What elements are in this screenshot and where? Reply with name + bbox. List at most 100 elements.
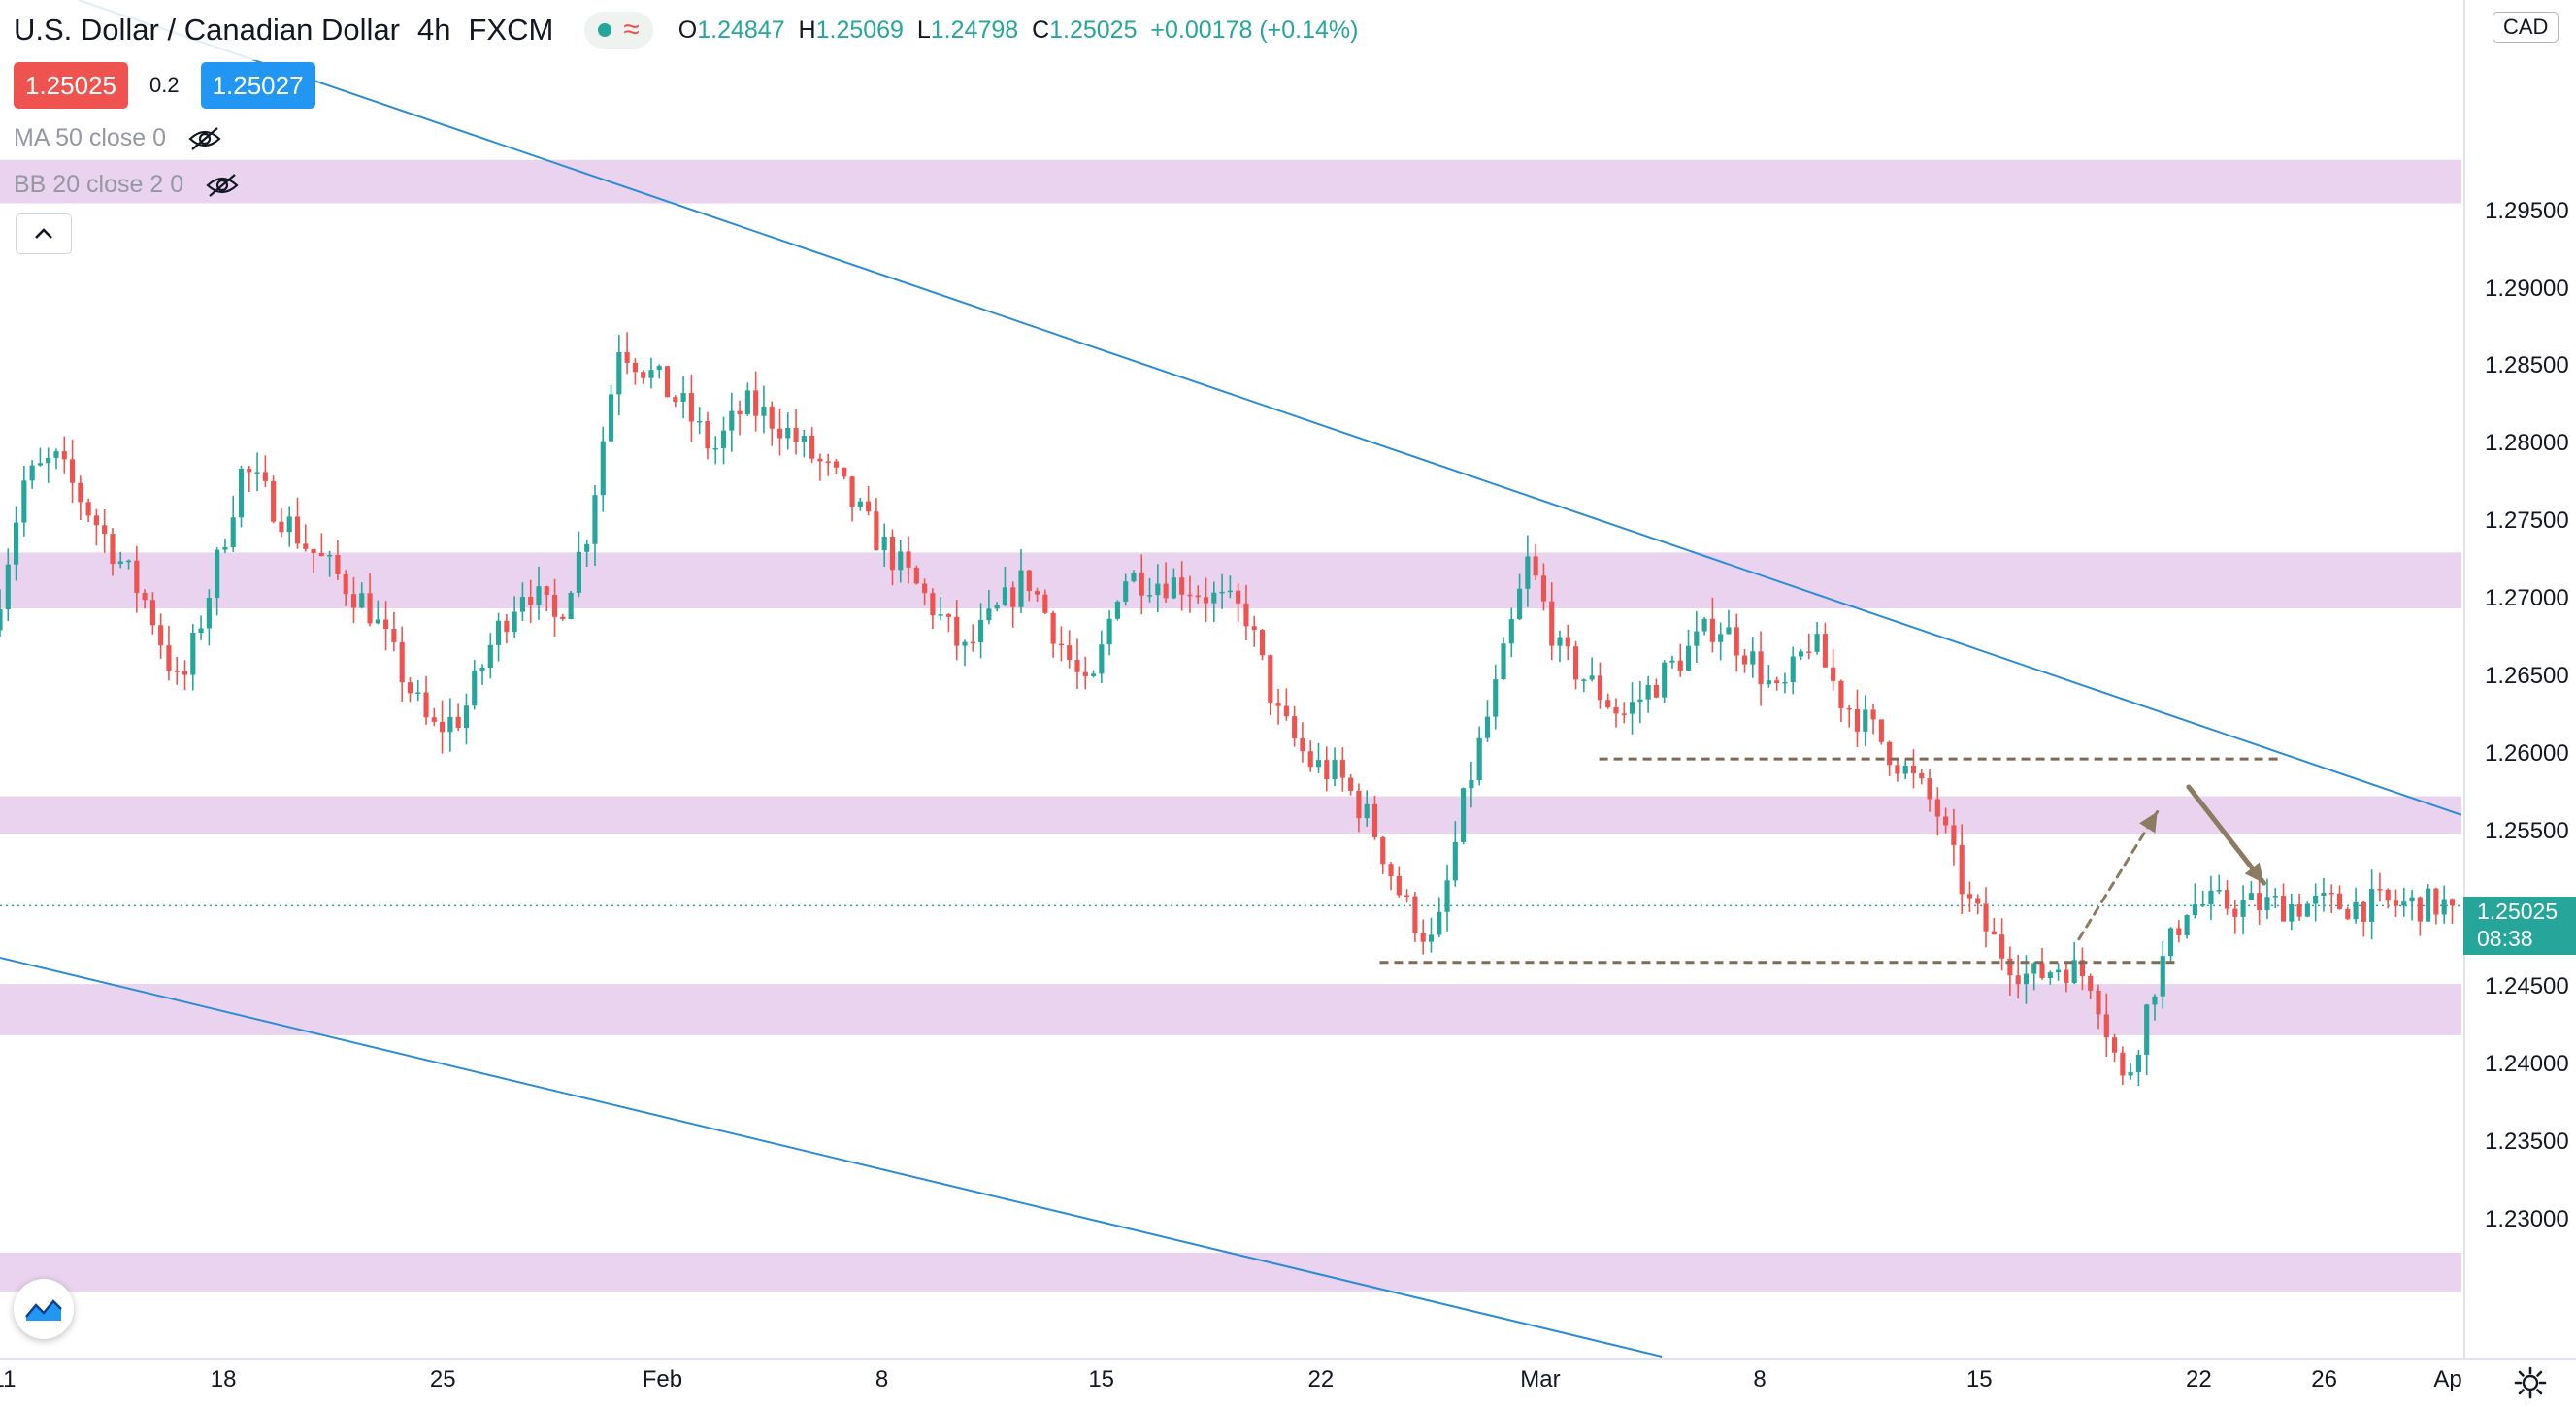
candle-body [1187, 594, 1193, 597]
candle-body [761, 406, 767, 416]
price-axis[interactable] [2463, 0, 2576, 1358]
indicator-bb-label: BB 20 close 2 0 [14, 171, 184, 198]
candle-body [1629, 702, 1635, 714]
candle-body [1211, 592, 1217, 604]
candle [2289, 894, 2295, 931]
candle [2120, 1046, 2126, 1086]
candle-body [69, 459, 76, 483]
symbol-name[interactable]: U.S. Dollar / Canadian Dollar [14, 13, 401, 47]
candle-body [271, 480, 277, 522]
candle-body [2328, 892, 2334, 895]
candle-body [2047, 972, 2053, 978]
candle-body [262, 472, 268, 481]
currency-badge[interactable]: CAD [2493, 12, 2559, 43]
candle [1887, 740, 1893, 776]
candle [1581, 678, 1587, 693]
candle [1099, 630, 1105, 683]
candle [1790, 646, 1796, 695]
candle [664, 366, 671, 398]
buy-button[interactable]: 1.25027 [200, 62, 315, 109]
candle [1863, 695, 1868, 747]
candle-body [1581, 679, 1587, 681]
candle [1854, 689, 1861, 747]
candle [978, 603, 984, 659]
candle [2128, 1063, 2133, 1080]
candle-body [1508, 619, 1514, 644]
candle [1371, 795, 1378, 840]
candle-body [1404, 895, 1410, 897]
candle [5, 548, 11, 621]
time-tick-label: 8 [1753, 1366, 1767, 1392]
candle-body [37, 463, 43, 466]
candle [769, 401, 775, 446]
candle-body [21, 480, 27, 523]
candle [359, 582, 365, 609]
candle-body [986, 608, 992, 620]
candle [78, 475, 83, 521]
candle [608, 385, 614, 443]
indicator-ma[interactable]: MA 50 close 0 [14, 124, 222, 152]
candle [13, 506, 19, 581]
market-status-pill[interactable]: ≈ [584, 12, 653, 49]
price-zone [0, 159, 2461, 204]
candle [712, 436, 718, 465]
ohlc-values: O1.24847 H1.25069 L1.24798 C1.25025 +0.0… [678, 16, 1359, 45]
eye-hidden-icon[interactable] [205, 173, 240, 198]
sell-button[interactable]: 1.25025 [14, 62, 128, 109]
candle [343, 570, 348, 606]
settings-gear-icon[interactable] [2514, 1366, 2547, 1399]
candle [1195, 585, 1201, 604]
candle [1975, 894, 1981, 915]
candle [994, 602, 1000, 612]
candle [1292, 705, 1298, 747]
candle [1067, 630, 1073, 669]
candle-body [2120, 1052, 2126, 1076]
candle-body [1155, 583, 1161, 596]
candle [697, 407, 703, 435]
candle [2192, 883, 2197, 919]
time-tick-label: 26 [2311, 1366, 2337, 1392]
candle-body [978, 619, 984, 643]
candle-body [1082, 671, 1088, 676]
candle-body [2393, 900, 2399, 906]
indicator-bb[interactable]: BB 20 close 2 0 [14, 171, 240, 199]
candle [2088, 973, 2094, 999]
candle [1275, 689, 1281, 725]
candle-body [1774, 680, 1780, 684]
candle [512, 596, 517, 638]
candle [487, 633, 493, 679]
candle [519, 582, 525, 622]
candle-body [1501, 643, 1506, 680]
candle [1155, 564, 1161, 612]
candle [1621, 702, 1627, 724]
market-open-icon [598, 23, 612, 37]
candle [744, 382, 750, 416]
arrow-head [2139, 811, 2158, 834]
candle-body [5, 564, 11, 610]
candle [1339, 747, 1345, 792]
interval-label[interactable]: 4h [417, 13, 451, 47]
time-axis[interactable] [0, 1358, 2576, 1407]
candle [2377, 872, 2383, 902]
candle-body [399, 641, 405, 683]
candle-body [1831, 667, 1836, 681]
candle [254, 452, 260, 492]
candle-body [1348, 777, 1354, 791]
candle [560, 613, 566, 621]
candle [1259, 629, 1266, 661]
candle [1307, 739, 1313, 772]
candle-body [367, 593, 373, 624]
candle-body [1726, 627, 1732, 635]
candle [2264, 878, 2270, 920]
candle-body [2264, 897, 2270, 911]
collapse-legend-button[interactable] [16, 213, 72, 254]
tradingview-logo[interactable] [14, 1279, 74, 1339]
candle [190, 624, 196, 691]
candle [303, 524, 309, 552]
candle-body [592, 495, 598, 544]
symbol-header: U.S. Dollar / Canadian Dollar 4h FXCM ≈ … [0, 0, 1372, 60]
eye-hidden-icon[interactable] [187, 126, 222, 151]
candle-body [238, 468, 245, 518]
candle-body [1476, 737, 1482, 781]
